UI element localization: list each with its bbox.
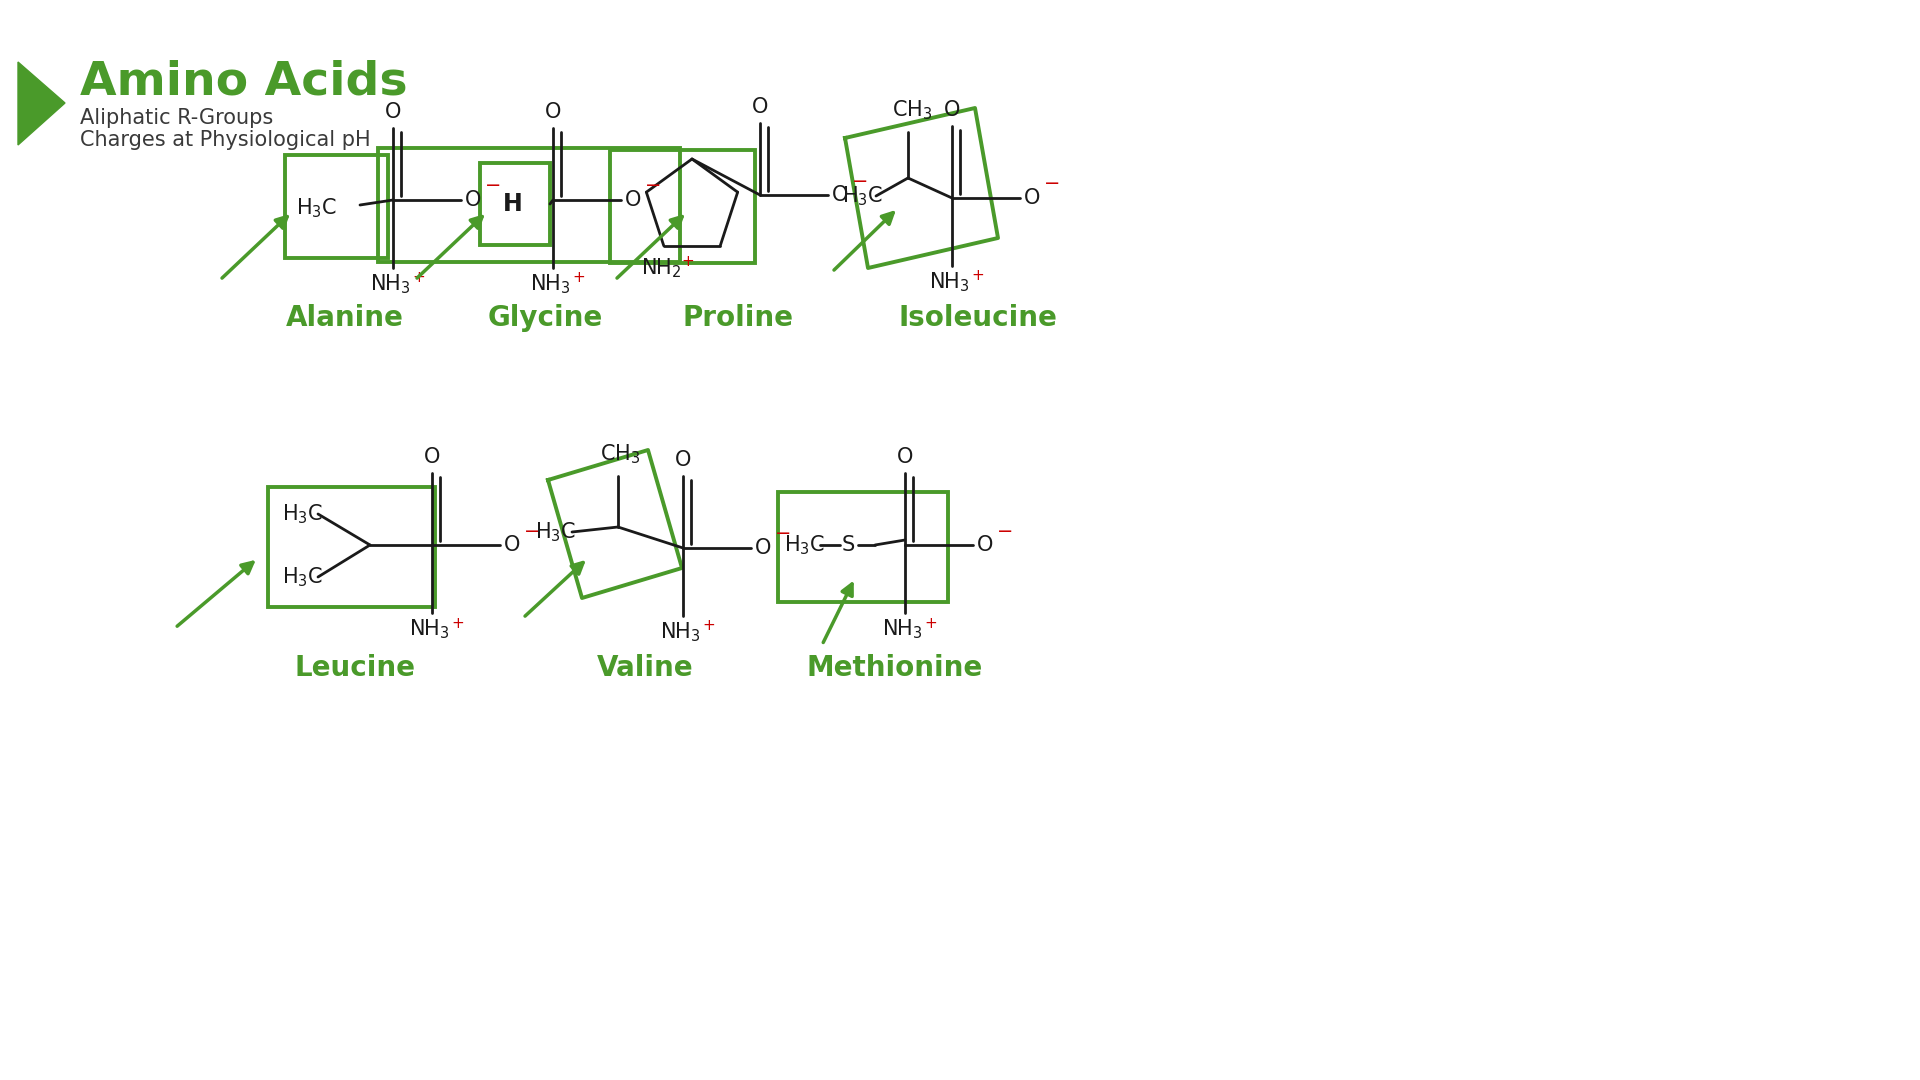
Text: −: − (645, 176, 660, 195)
Text: O: O (755, 538, 772, 558)
Bar (611, 150, 755, 264)
Text: −: − (776, 525, 791, 543)
Text: O: O (384, 102, 401, 122)
Text: O: O (674, 450, 691, 470)
Text: O: O (753, 97, 768, 117)
Text: Glycine: Glycine (488, 303, 603, 332)
Text: S: S (841, 535, 854, 555)
Text: CH$_3$: CH$_3$ (891, 98, 933, 122)
Text: Isoleucine: Isoleucine (899, 303, 1058, 332)
Bar (284, 156, 388, 258)
Text: O: O (465, 190, 482, 210)
Bar (378, 148, 680, 262)
Text: O: O (545, 102, 561, 122)
Text: CH$_3$: CH$_3$ (599, 442, 639, 465)
Bar (778, 492, 948, 602)
Text: H$_3$C: H$_3$C (282, 502, 323, 526)
Text: H$_3$C: H$_3$C (282, 565, 323, 589)
Text: +: + (572, 270, 586, 285)
Text: O: O (624, 190, 641, 210)
Text: NH$_3$: NH$_3$ (929, 270, 970, 294)
Text: H$_3$C: H$_3$C (783, 534, 826, 557)
Text: Leucine: Leucine (294, 654, 415, 681)
Text: +: + (925, 616, 937, 631)
Text: H: H (503, 192, 522, 216)
Text: O: O (977, 535, 993, 555)
Text: Charges at Physiological pH: Charges at Physiological pH (81, 130, 371, 150)
Text: NH$_2$: NH$_2$ (641, 256, 682, 280)
Text: H$_3$C: H$_3$C (296, 197, 338, 220)
Text: +: + (682, 254, 695, 269)
Text: Alanine: Alanine (286, 303, 403, 332)
Polygon shape (17, 62, 65, 145)
Bar (480, 163, 549, 245)
Text: +: + (413, 270, 426, 285)
Text: −: − (996, 522, 1014, 540)
Text: +: + (972, 269, 985, 283)
Text: H$_3$C: H$_3$C (843, 185, 883, 207)
Text: Methionine: Methionine (806, 654, 983, 681)
Text: −: − (852, 172, 868, 190)
Text: NH$_3$: NH$_3$ (371, 272, 411, 296)
Text: Valine: Valine (597, 654, 693, 681)
Text: NH$_3$: NH$_3$ (881, 617, 922, 640)
Text: H$_3$C: H$_3$C (536, 521, 576, 544)
Text: O: O (1023, 188, 1041, 208)
Text: O: O (424, 447, 440, 467)
Text: NH$_3$: NH$_3$ (530, 272, 570, 296)
Bar (269, 487, 436, 607)
Text: O: O (831, 185, 849, 205)
Text: +: + (703, 619, 716, 634)
Text: O: O (503, 535, 520, 555)
Text: O: O (897, 447, 914, 467)
Text: Amino Acids: Amino Acids (81, 59, 407, 105)
Text: Aliphatic R-Groups: Aliphatic R-Groups (81, 108, 273, 129)
Text: +: + (451, 616, 465, 631)
Text: NH$_3$: NH$_3$ (409, 617, 449, 640)
Text: O: O (945, 100, 960, 120)
Text: −: − (524, 522, 540, 540)
Text: NH$_3$: NH$_3$ (660, 620, 701, 644)
Text: −: − (1044, 175, 1060, 193)
Text: −: − (486, 176, 501, 195)
Text: Proline: Proline (682, 303, 793, 332)
